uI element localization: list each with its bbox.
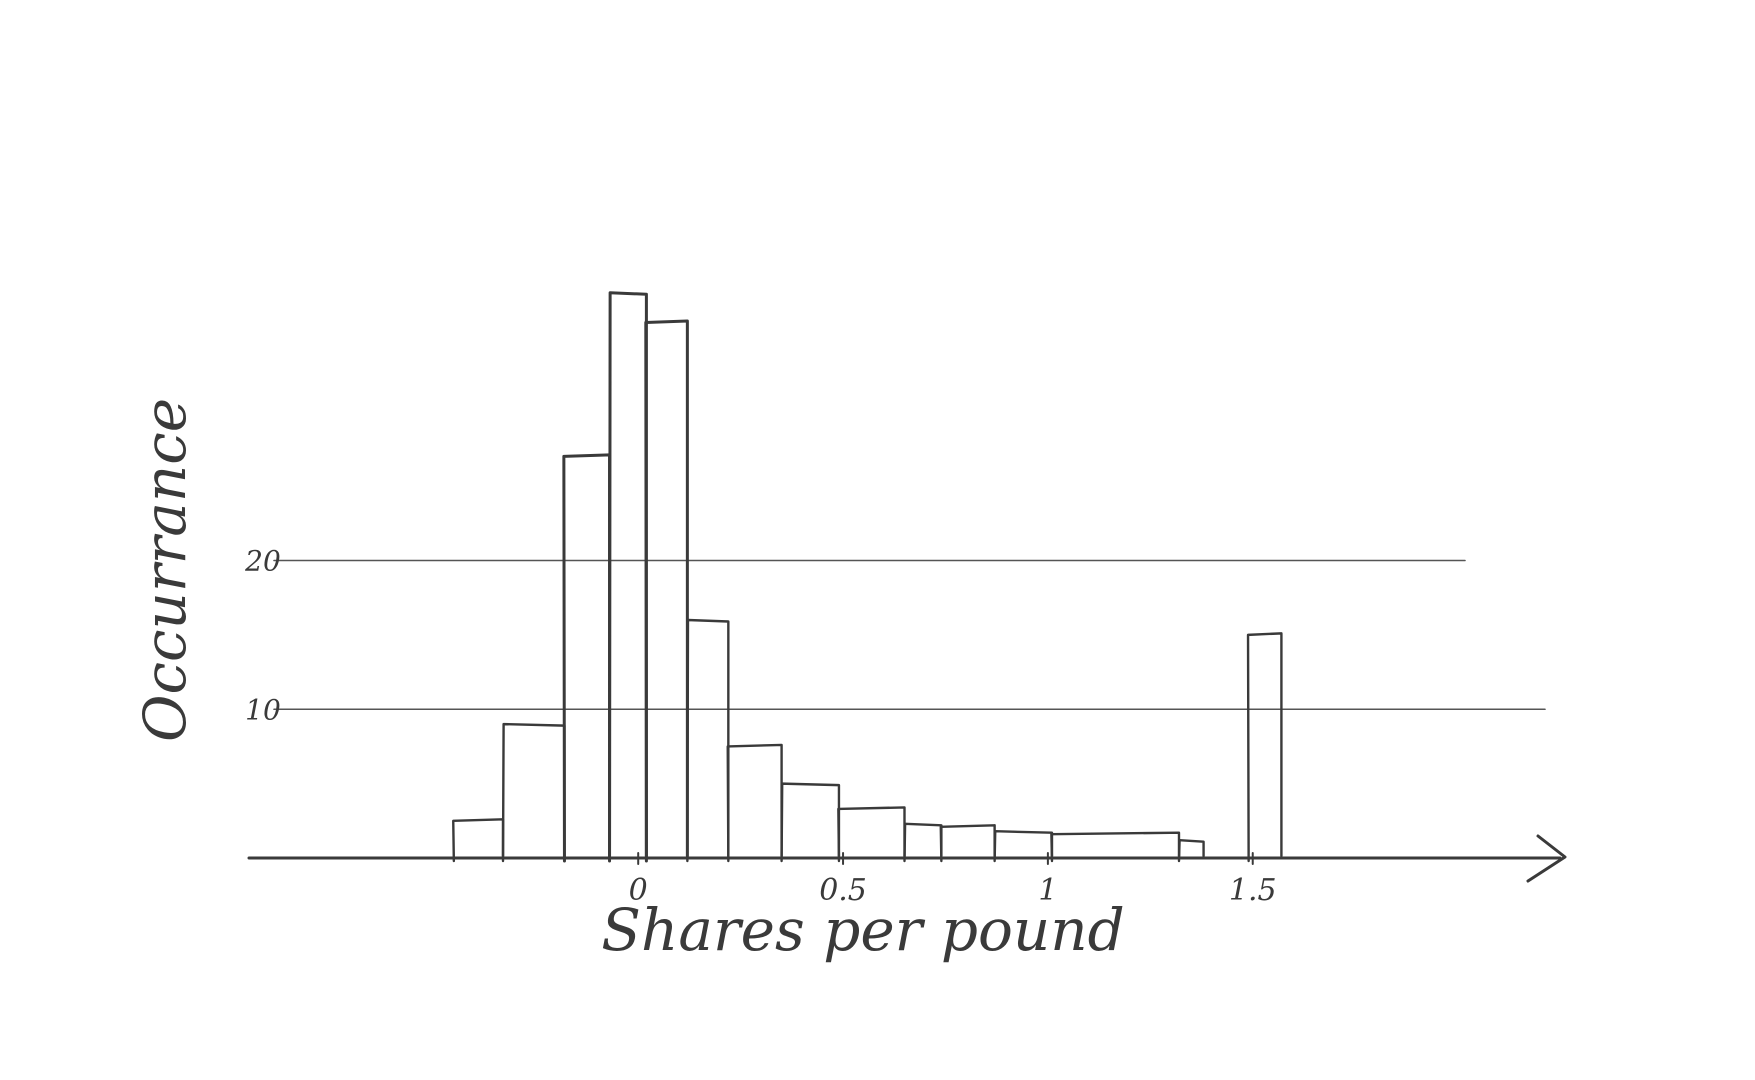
grid-lines xyxy=(273,559,1546,711)
x-axis-label: Shares per pound xyxy=(601,896,1124,964)
x-tick-label: 0 xyxy=(629,873,648,908)
histogram-bar xyxy=(1177,838,1205,863)
x-tick-labels: 0 0.5 1 1.5 xyxy=(629,852,1277,908)
histogram-bar xyxy=(903,822,943,863)
y-axis-label: Occurrance xyxy=(131,398,199,742)
histogram-bar xyxy=(837,806,906,863)
axes xyxy=(247,834,1567,883)
histogram-bar xyxy=(562,453,612,863)
histogram-bar xyxy=(452,818,505,863)
histogram-bar xyxy=(1246,632,1283,863)
x-axis-arrowhead xyxy=(1526,834,1567,883)
histogram-bar xyxy=(726,743,783,863)
histogram-bar xyxy=(686,618,730,863)
histogram-bar xyxy=(780,782,841,863)
histogram-bar xyxy=(644,319,689,863)
y-tick-label: 10 xyxy=(245,693,281,726)
x-tick-label: 1.5 xyxy=(1229,873,1277,908)
histogram-bars xyxy=(452,291,1283,863)
x-tick-label: 0.5 xyxy=(819,873,867,908)
histogram-bar xyxy=(939,824,996,863)
y-tick-label: 20 xyxy=(244,545,281,578)
x-tick-label: 1 xyxy=(1038,873,1057,908)
y-tick-labels: 10 20 xyxy=(244,545,281,727)
histogram-bar xyxy=(608,291,648,863)
histogram-bar xyxy=(501,722,566,863)
